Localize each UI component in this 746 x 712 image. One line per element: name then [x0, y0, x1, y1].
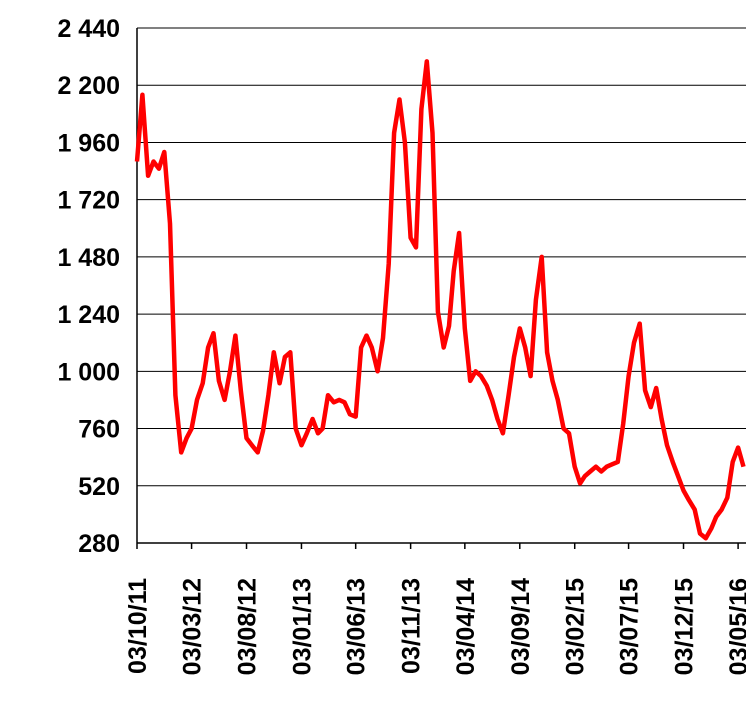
- y-tick-label: 1 720: [57, 187, 120, 215]
- x-tick-label: 03/03/12: [179, 578, 207, 675]
- y-tick-label: 1 240: [57, 301, 120, 329]
- x-tick-label: 03/10/11: [124, 578, 152, 674]
- x-tick-label: 03/08/12: [234, 578, 262, 675]
- y-tick-label: 2 200: [57, 72, 120, 100]
- y-tick-label: 520: [78, 473, 120, 501]
- y-tick-label: 1 960: [57, 129, 120, 157]
- x-tick-label: 03/07/15: [616, 578, 644, 675]
- x-tick-label: 03/04/14: [452, 578, 480, 675]
- y-tick-label: 1 480: [57, 244, 120, 272]
- x-tick-label: 03/12/15: [671, 578, 699, 675]
- x-tick-label: 03/01/13: [288, 578, 316, 675]
- x-tick-label: 03/11/13: [398, 578, 426, 674]
- y-tick-label: 280: [78, 530, 120, 558]
- y-tick-label: 760: [78, 416, 120, 444]
- x-tick-label: 03/09/14: [507, 578, 535, 675]
- x-tick-label: 03/05/16: [725, 578, 746, 675]
- x-tick-label: 03/06/13: [343, 578, 371, 675]
- data-line: [134, 59, 746, 541]
- y-tick-label: 1 000: [57, 358, 120, 386]
- x-tick-label: 03/02/15: [562, 578, 590, 675]
- y-tick-label: 2 440: [57, 15, 120, 43]
